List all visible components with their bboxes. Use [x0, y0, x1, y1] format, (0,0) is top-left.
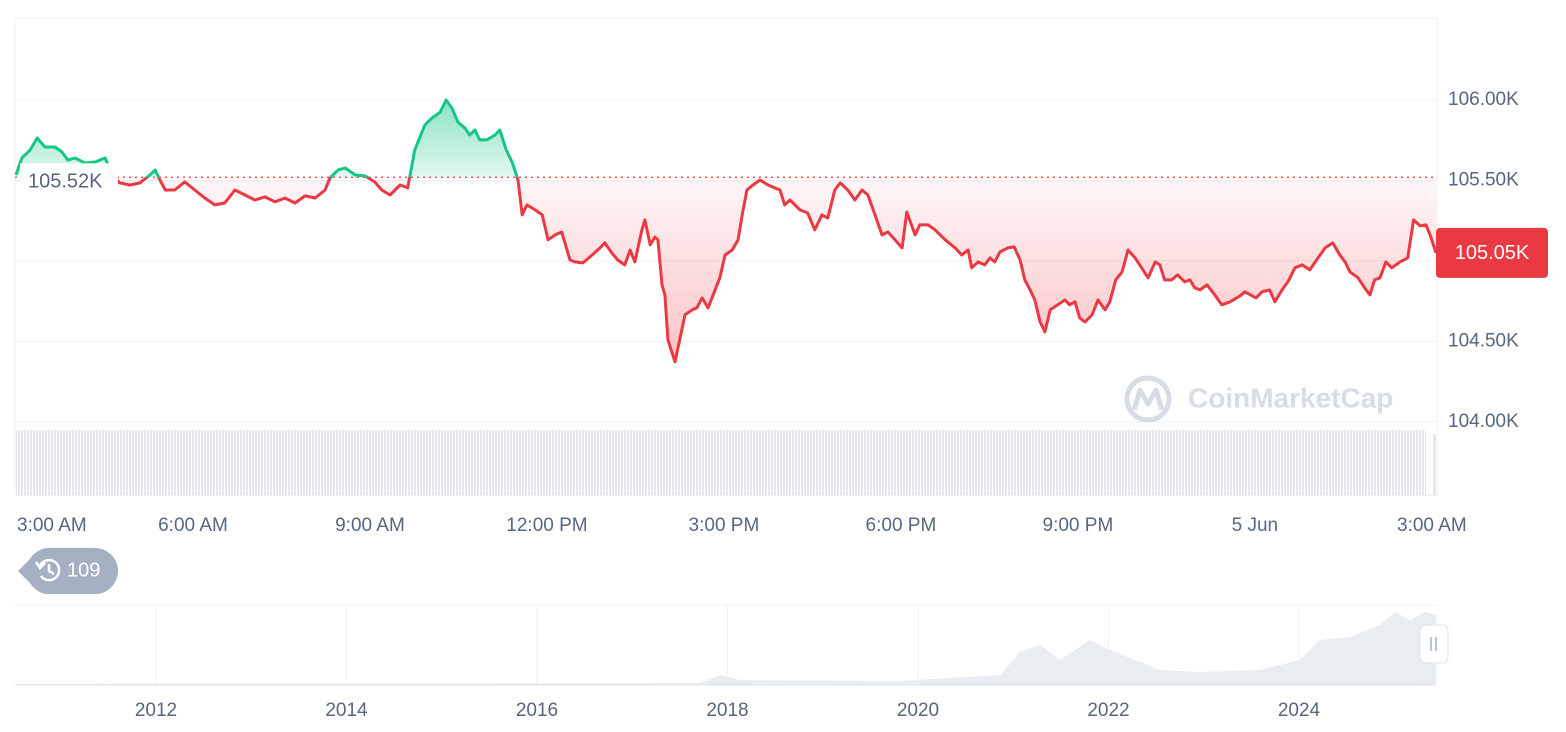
navigator-year: 2020: [897, 700, 939, 721]
x-tick-label: 9:00 AM: [335, 515, 405, 536]
baseline-label: 105.52K: [28, 171, 103, 193]
watermark: CoinMarketCap: [1124, 375, 1393, 423]
watermark-logo: [1131, 387, 1165, 411]
y-tick-label: 105.50K: [1448, 170, 1519, 191]
x-tick-label: 5 Jun: [1232, 515, 1278, 536]
volume-band: [16, 430, 1426, 495]
area: [16, 100, 1436, 362]
last-price-label: 105.05K: [1455, 242, 1530, 264]
x-tick-label: 6:00 PM: [866, 515, 937, 536]
navigator-year: 2014: [325, 700, 368, 721]
y-tick-label: 104.50K: [1448, 330, 1519, 351]
x-tick-label: 6:00 AM: [158, 515, 228, 536]
history-badge[interactable]: 109: [18, 548, 118, 594]
x-tick-label: 3:00 AM: [1397, 515, 1467, 536]
x-tick-label: 3:00 PM: [689, 515, 760, 536]
navigator[interactable]: 2012 2014 2016 2018 2020 2022 2024: [15, 604, 1449, 721]
navigator-year: 2016: [516, 700, 558, 721]
x-tick-label: 12:00 PM: [506, 515, 587, 536]
axes: 106.00K 105.50K 104.50K 104.00K 3:00 AM 6:00 …: [17, 89, 1548, 536]
navigator-area: [15, 612, 1436, 685]
last-price-badge: [1436, 227, 1548, 278]
x-tick-label: 3:00 AM: [17, 515, 87, 536]
y-tick-label: 106.00K: [1448, 89, 1519, 110]
handle-grip: [1430, 637, 1437, 651]
badge-shape[interactable]: [18, 548, 118, 594]
plot: 105.52K: [14, 98, 1438, 423]
navigator-year: 2012: [135, 700, 177, 721]
price-line: [14, 98, 1438, 364]
y-tick-label: 104.00K: [1448, 411, 1519, 432]
navigator-year: 2018: [706, 700, 748, 721]
watermark-text: CoinMarketCap: [1188, 382, 1393, 413]
watermark-logo: [1124, 375, 1172, 423]
history-icon: [34, 561, 46, 570]
badge-count: 109: [67, 559, 100, 581]
navigator-year: 2024: [1278, 700, 1321, 721]
volume-band: [1433, 434, 1436, 495]
history-icon: [47, 564, 55, 576]
navigator-year: 2022: [1087, 700, 1129, 721]
baseline-label-bg: [20, 163, 118, 192]
history-icon: [38, 558, 61, 582]
x-tick-label: 9:00 PM: [1043, 515, 1114, 536]
navigator-handle[interactable]: [1419, 624, 1449, 664]
